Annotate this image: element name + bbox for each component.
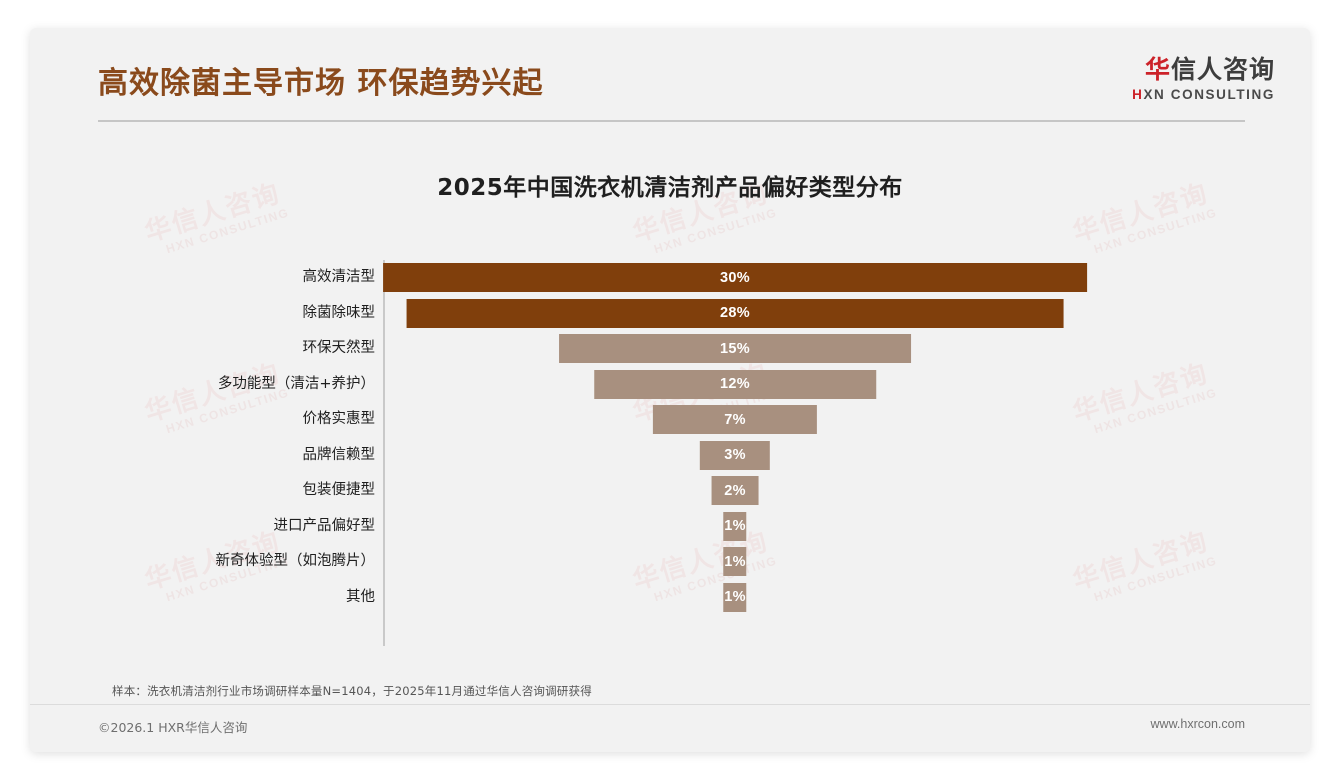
chart-row: 包装便捷型 2% bbox=[30, 473, 1310, 509]
slide-footer: ©2026.1 HXR华信人咨询 www.hxrcon.com bbox=[30, 705, 1310, 752]
slide-header: 高效除菌主导市场 环保趋势兴起 华信人咨询 HXN CONSULTING bbox=[30, 28, 1310, 124]
chart-bar[interactable]: 1% bbox=[723, 511, 747, 541]
bar-wrapper: 12% bbox=[594, 369, 876, 399]
bar-value-label: 28% bbox=[720, 305, 750, 321]
bar-wrapper: 1% bbox=[723, 547, 747, 576]
funnel-chart-plot: 高效清洁型 30% 除菌除味型 28% 环保天然型 15% 多功能型（清洁+养护） 12% 价格… bbox=[30, 260, 1310, 650]
logo-rest-chars: 信人咨询 bbox=[1170, 55, 1275, 84]
bar-wrapper: 28% bbox=[406, 298, 1064, 328]
category-label: 进口产品偏好型 bbox=[273, 517, 376, 534]
bar-wrapper: 3% bbox=[699, 440, 771, 470]
chart-row: 高效清洁型 30% bbox=[30, 260, 1310, 296]
company-logo: 华信人咨询 HXN CONSULTING bbox=[1132, 56, 1275, 102]
category-label: 多功能型（清洁+养护） bbox=[217, 375, 375, 392]
chart-bar[interactable]: 15% bbox=[559, 334, 911, 363]
bar-wrapper: 15% bbox=[559, 334, 911, 363]
logo-accent-char: 华 bbox=[1144, 55, 1171, 84]
logo-en-accent: H bbox=[1132, 86, 1144, 102]
footer-divider bbox=[30, 704, 1310, 705]
chart-row: 环保天然型 15% bbox=[30, 331, 1310, 367]
chart-axis-line bbox=[383, 260, 385, 646]
page-title: 高效除菌主导市场 环保趋势兴起 bbox=[98, 66, 544, 101]
bar-value-label: 7% bbox=[724, 411, 746, 428]
bar-value-label: 30% bbox=[720, 269, 750, 286]
footer-website: www.hxrcon.com bbox=[1150, 717, 1245, 731]
chart-footnote: 样本：洗衣机清洁剂行业市场调研样本量N=1404，于2025年11月通过华信人咨… bbox=[112, 684, 592, 698]
chart-row: 进口产品偏好型 1% bbox=[30, 509, 1310, 545]
chart-row: 新奇体验型（如泡腾片） 1% bbox=[30, 544, 1310, 580]
watermark-en: HXN CONSULTING bbox=[164, 205, 291, 257]
bar-value-label: 15% bbox=[720, 340, 750, 357]
category-label: 新奇体验型（如泡腾片） bbox=[215, 553, 376, 569]
chart-bar[interactable]: 1% bbox=[723, 547, 747, 576]
bar-value-label: 2% bbox=[724, 482, 746, 499]
bar-value-label: 12% bbox=[720, 376, 750, 392]
chart-bar[interactable]: 1% bbox=[723, 582, 747, 612]
bar-value-label: 1% bbox=[724, 589, 746, 605]
chart-row: 多功能型（清洁+养护） 12% bbox=[30, 367, 1310, 403]
logo-en-rest: XN CONSULTING bbox=[1143, 86, 1275, 102]
bar-value-label: 1% bbox=[724, 518, 746, 534]
watermark-en: HXN CONSULTING bbox=[1092, 205, 1219, 257]
chart-row: 品牌信赖型 3% bbox=[30, 438, 1310, 474]
header-divider bbox=[98, 120, 1245, 122]
category-label: 环保天然型 bbox=[302, 340, 376, 356]
chart-row: 价格实惠型 7% bbox=[30, 402, 1310, 438]
category-label: 高效清洁型 bbox=[302, 269, 376, 285]
logo-chinese-name: 华信人咨询 bbox=[1132, 56, 1275, 84]
bar-wrapper: 7% bbox=[652, 405, 818, 434]
bar-wrapper: 2% bbox=[711, 476, 759, 505]
chart-title: 2025年中国洗衣机清洁剂产品偏好类型分布 bbox=[437, 175, 903, 201]
logo-english-name: HXN CONSULTING bbox=[1132, 87, 1275, 102]
chart-bar[interactable]: 7% bbox=[652, 405, 818, 434]
footer-copyright: ©2026.1 HXR华信人咨询 bbox=[98, 720, 248, 735]
slide-card: 华信人咨询 HXN CONSULTING 华信人咨询 HXN CONSULTIN… bbox=[30, 28, 1310, 752]
bar-wrapper: 30% bbox=[383, 263, 1087, 292]
watermark-en: HXN CONSULTING bbox=[652, 205, 779, 257]
chart-bar[interactable]: 3% bbox=[699, 440, 771, 470]
bar-wrapper: 1% bbox=[723, 582, 747, 612]
chart-bar[interactable]: 30% bbox=[383, 263, 1087, 292]
category-label: 包装便捷型 bbox=[302, 482, 376, 498]
bar-value-label: 3% bbox=[724, 447, 746, 463]
chart-bar[interactable]: 2% bbox=[711, 476, 759, 505]
bar-value-label: 1% bbox=[724, 553, 746, 570]
category-label: 其他 bbox=[346, 588, 375, 605]
category-label: 除菌除味型 bbox=[302, 304, 376, 321]
chart-bar[interactable]: 28% bbox=[406, 298, 1064, 328]
chart-row: 其他 1% bbox=[30, 580, 1310, 616]
chart-bar[interactable]: 12% bbox=[594, 369, 876, 399]
bar-wrapper: 1% bbox=[723, 511, 747, 541]
category-label: 品牌信赖型 bbox=[302, 446, 376, 463]
chart-row: 除菌除味型 28% bbox=[30, 296, 1310, 332]
category-label: 价格实惠型 bbox=[302, 411, 376, 427]
